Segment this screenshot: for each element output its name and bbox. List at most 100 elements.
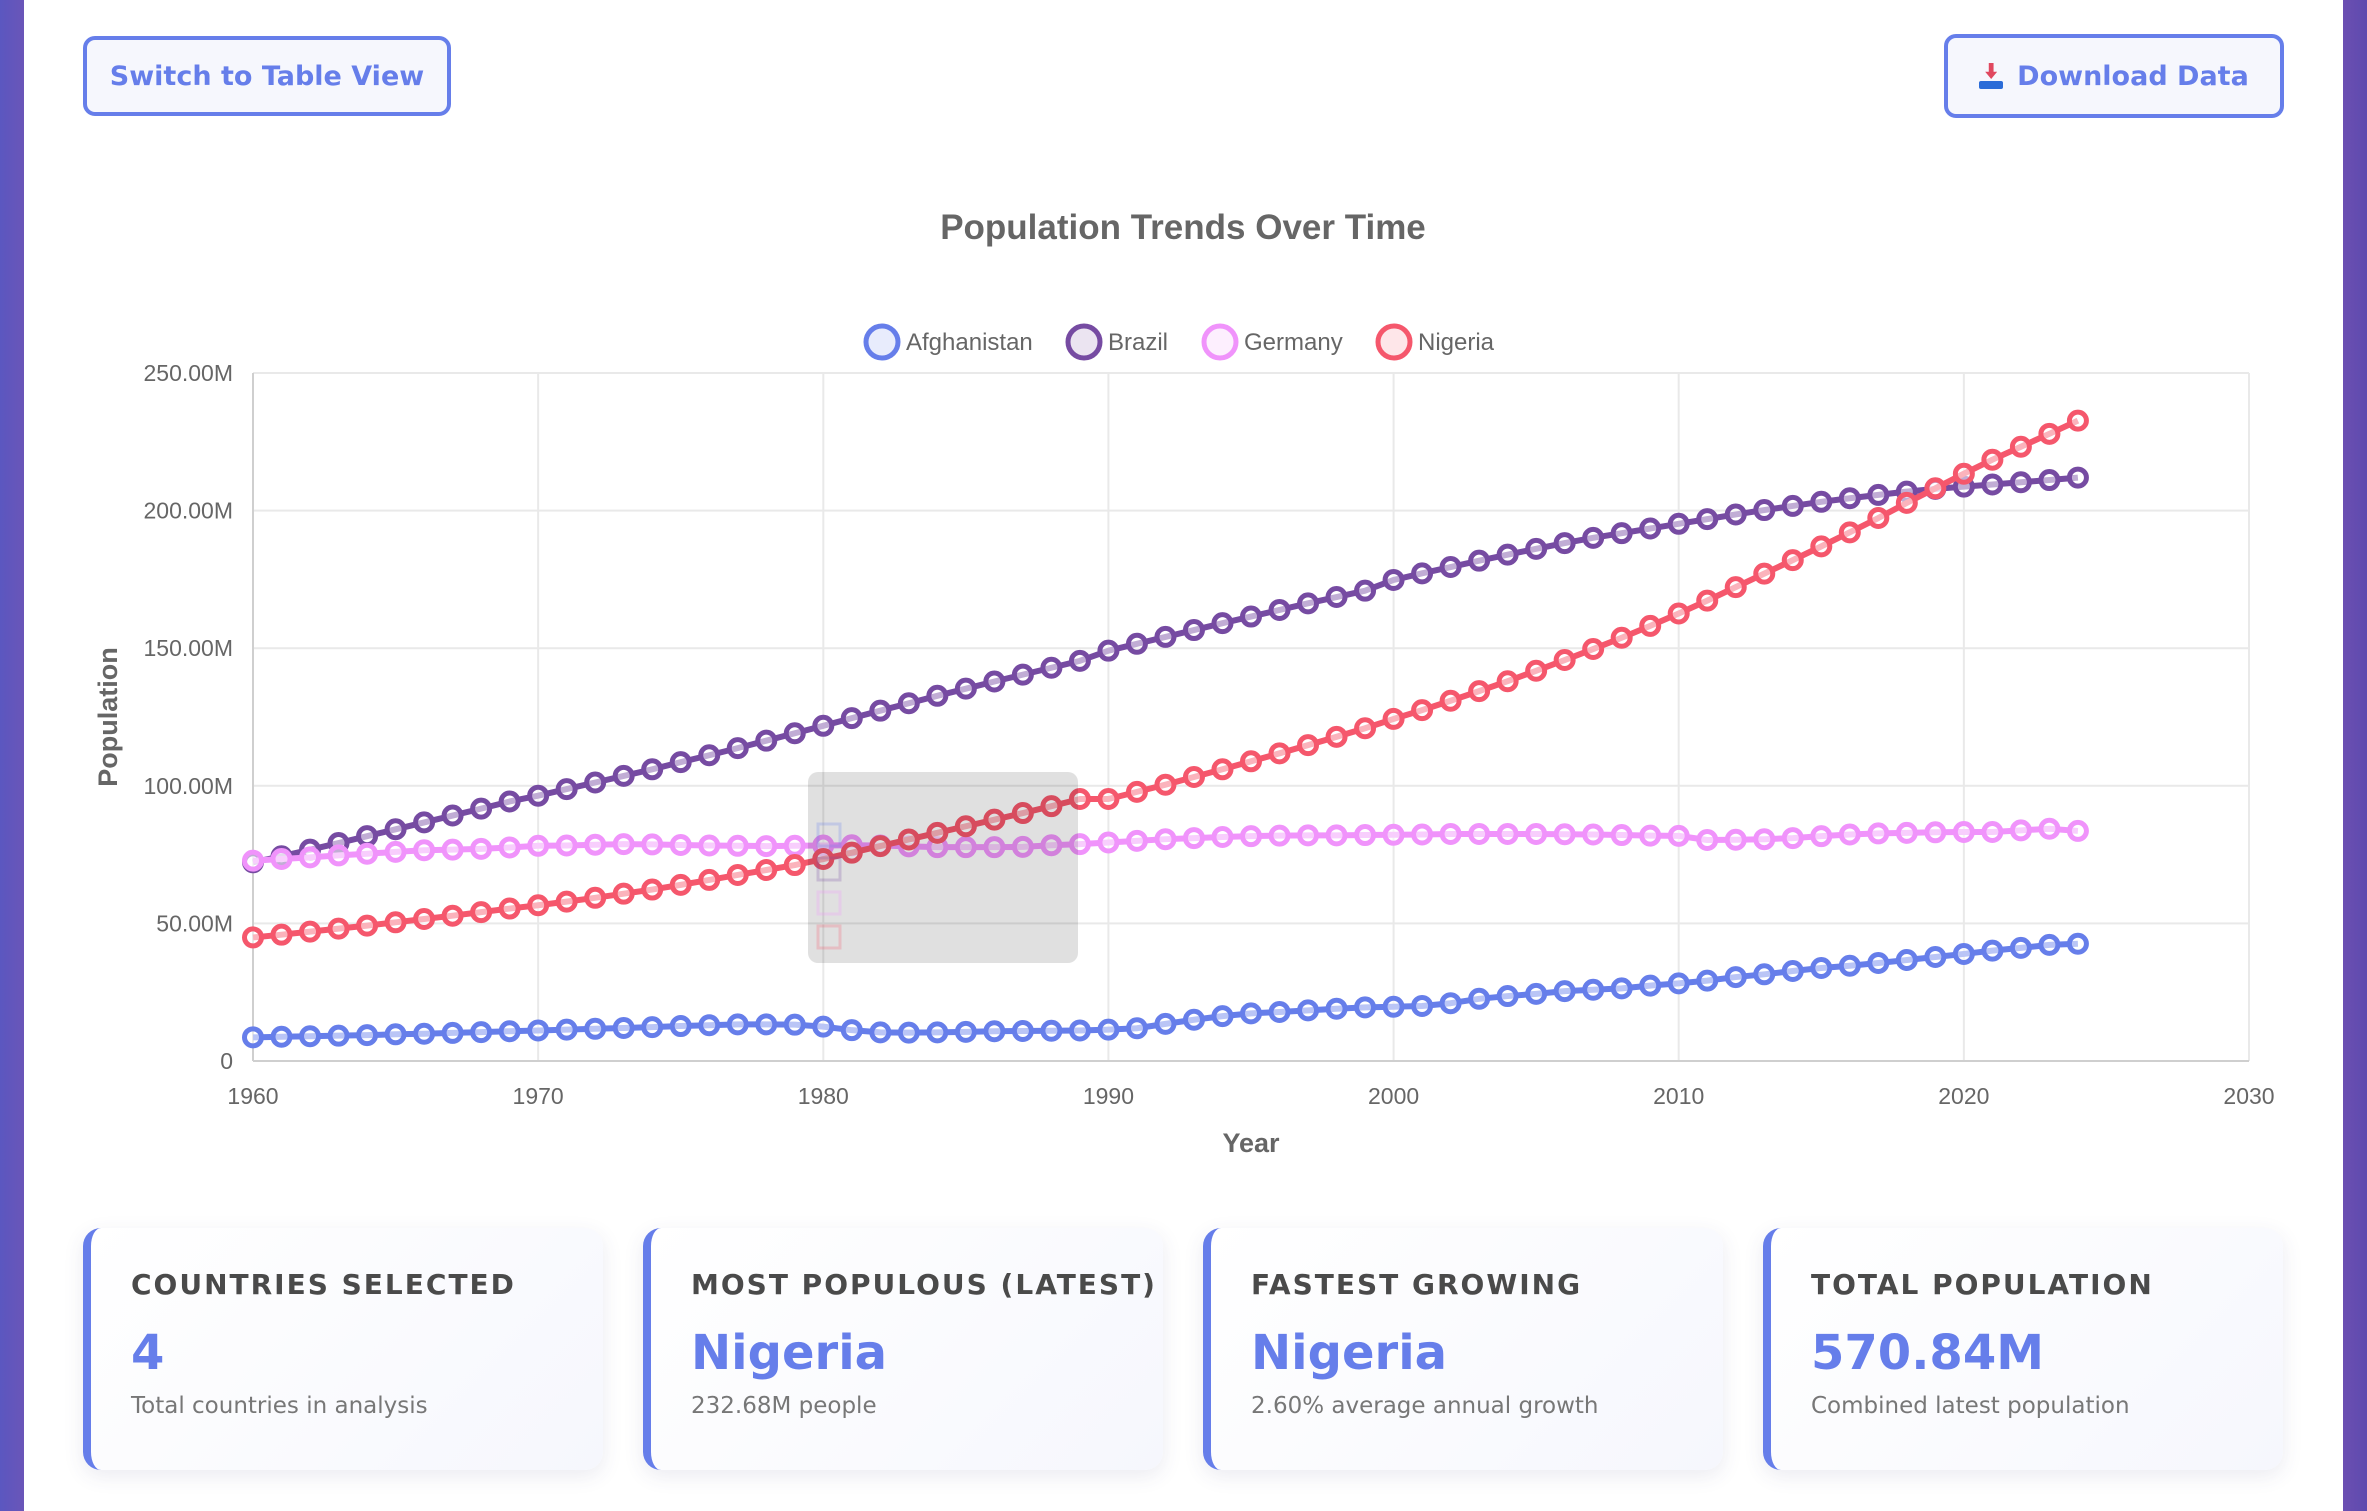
- data-point: [555, 1018, 578, 1041]
- tooltip-swatch: [816, 856, 842, 882]
- data-point: [1610, 977, 1633, 1000]
- data-point: [1040, 1019, 1063, 1042]
- data-point: [1268, 742, 1291, 765]
- data-point: [384, 911, 407, 934]
- data-point: [1753, 963, 1776, 986]
- data-point: [1724, 966, 1747, 989]
- data-point: [384, 818, 407, 841]
- data-point: [1838, 954, 1861, 977]
- data-point: [1781, 960, 1804, 983]
- y-tick-label: 200.00M: [143, 498, 233, 524]
- data-point: [1724, 576, 1747, 599]
- data-point: [2038, 469, 2061, 492]
- data-point: [1154, 625, 1177, 648]
- data-point: [1895, 821, 1918, 844]
- stat-subtext: 232.68M people: [691, 1393, 877, 1419]
- data-point: [840, 1019, 863, 1042]
- data-point: [812, 1015, 835, 1038]
- data-point: [669, 1015, 692, 1038]
- data-point: [1325, 824, 1348, 847]
- data-point: [1211, 612, 1234, 635]
- data-point: [441, 838, 464, 861]
- switch-to-table-view-button[interactable]: Switch to Table View: [83, 36, 451, 116]
- chart-axes: 0 50.00M 100.00M 150.00M 200.00M 250.00M 1960 1…: [143, 360, 2274, 1109]
- data-point: [1011, 802, 1034, 825]
- legend-swatch: [1201, 323, 1239, 361]
- data-point: [1639, 974, 1662, 997]
- data-point: [783, 722, 806, 745]
- data-point: [954, 836, 977, 859]
- data-point: [726, 834, 749, 857]
- data-point: [954, 677, 977, 700]
- data-point: [669, 751, 692, 774]
- data-point: [1468, 549, 1491, 572]
- data-point: [812, 714, 835, 737]
- download-inbox-icon: [1979, 63, 2004, 89]
- data-point: [1211, 825, 1234, 848]
- data-point: [641, 833, 664, 856]
- stat-value: Nigeria: [1251, 1325, 1448, 1381]
- data-point: [1952, 942, 1975, 965]
- data-point: [1553, 649, 1576, 672]
- data-point: [1011, 1020, 1034, 1043]
- data-point: [2009, 936, 2032, 959]
- download-data-button[interactable]: Download Data: [1944, 34, 2284, 118]
- data-point: [584, 771, 607, 794]
- data-point: [1439, 556, 1462, 579]
- data-point: [1240, 750, 1262, 773]
- data-point: [299, 920, 322, 943]
- data-point: [413, 1022, 436, 1045]
- data-point: [1952, 821, 1975, 844]
- data-point: [1468, 822, 1491, 845]
- data-point: [1781, 494, 1804, 517]
- data-point: [1211, 758, 1234, 781]
- data-point: [1525, 537, 1548, 560]
- data-point: [1354, 717, 1377, 740]
- chart-legend: Afghanistan Brazil Germany Nigeria: [863, 323, 1495, 361]
- data-point: [1895, 491, 1918, 514]
- data-point: [1867, 507, 1890, 530]
- data-point: [470, 797, 493, 820]
- x-tick-label: 2030: [2223, 1083, 2274, 1109]
- data-point: [441, 1021, 464, 1044]
- data-point: [1354, 824, 1377, 847]
- data-point: [1696, 969, 1719, 992]
- data-point: [1240, 1002, 1262, 1025]
- data-point: [242, 849, 264, 872]
- data-point: [2066, 932, 2089, 955]
- data-point: [698, 1014, 721, 1037]
- data-point: [869, 1021, 892, 1044]
- data-point: [1639, 517, 1662, 540]
- legend-label: Brazil: [1108, 329, 1168, 356]
- data-point: [1753, 499, 1776, 522]
- stat-card-fastest-growing: FASTEST GROWING Nigeria 2.60% average an…: [1203, 1228, 1723, 1470]
- legend-item-brazil: Brazil: [1065, 323, 1168, 361]
- data-point: [1297, 824, 1320, 847]
- data-point: [1439, 992, 1462, 1015]
- x-tick-label: 2010: [1653, 1083, 1704, 1109]
- data-point: [669, 873, 692, 896]
- stat-card-countries-selected: COUNTRIES SELECTED 4 Total countries in …: [83, 1228, 603, 1470]
- y-tick-label: 50.00M: [156, 910, 233, 936]
- data-point: [1610, 824, 1633, 847]
- data-point: [299, 1025, 322, 1048]
- data-point: [1525, 982, 1548, 1005]
- data-point: [1382, 707, 1405, 730]
- data-point: [1895, 949, 1918, 972]
- data-point: [1268, 824, 1291, 847]
- stat-subtext: Total countries in analysis: [131, 1393, 428, 1419]
- data-point: [1297, 592, 1320, 615]
- data-point: [1411, 823, 1434, 846]
- legend-item-germany: Germany: [1201, 323, 1343, 361]
- data-point: [1667, 602, 1690, 625]
- y-tick-label: 250.00M: [143, 360, 233, 386]
- data-point: [612, 833, 635, 856]
- data-point: [1781, 827, 1804, 850]
- data-point: [1924, 945, 1947, 968]
- y-tick-label: 150.00M: [143, 635, 233, 661]
- stat-label: FASTEST GROWING: [1251, 1268, 1583, 1301]
- data-point: [869, 699, 892, 722]
- data-point: [1011, 835, 1034, 858]
- data-point: [1838, 823, 1861, 846]
- data-point: [983, 670, 1006, 693]
